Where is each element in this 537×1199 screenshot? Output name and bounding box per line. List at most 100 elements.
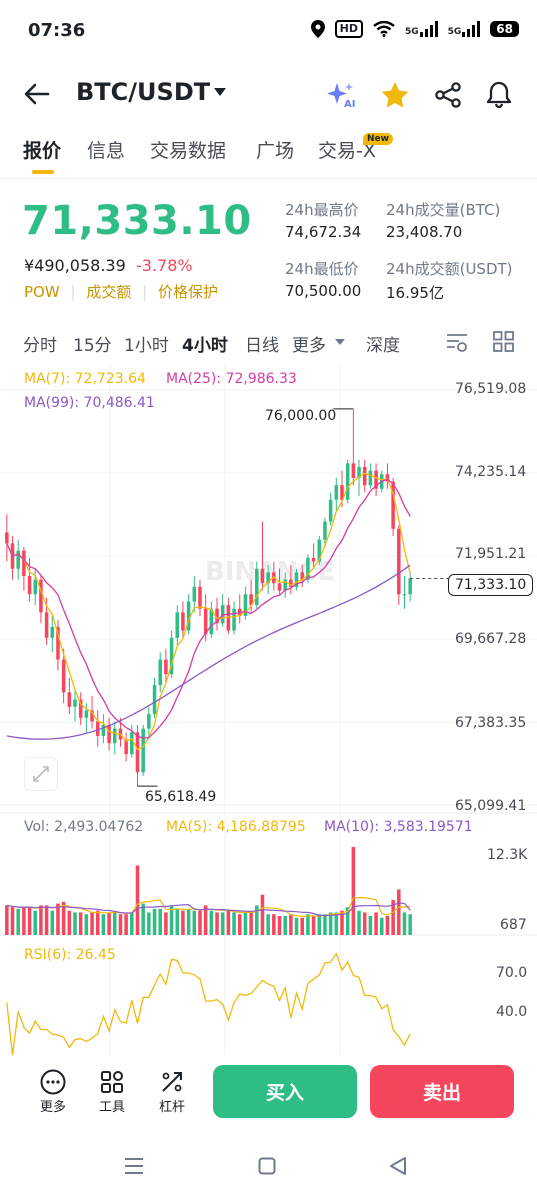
volume-bar xyxy=(73,912,77,935)
home-icon[interactable] xyxy=(258,1157,276,1175)
candle-body xyxy=(334,485,339,500)
tag-turnover[interactable]: 成交额 xyxy=(86,283,132,301)
back-nav-icon[interactable] xyxy=(389,1156,407,1176)
star-icon[interactable] xyxy=(381,81,409,108)
divider xyxy=(0,178,537,179)
candle-body xyxy=(215,608,219,624)
ai-sparkle-icon[interactable]: AI xyxy=(327,81,357,109)
tab-trading-data[interactable]: 交易数据 xyxy=(150,140,227,162)
tools-label: 工具 xyxy=(98,1100,125,1115)
more-tool[interactable]: 更多 xyxy=(31,1068,75,1115)
bell-icon[interactable] xyxy=(486,80,512,108)
volume-bar xyxy=(385,915,390,935)
interval-depth[interactable]: 深度 xyxy=(366,336,400,356)
volume-bar xyxy=(107,912,111,935)
volume-bar xyxy=(306,914,310,935)
volume-bar xyxy=(408,914,412,935)
tab-square[interactable]: 广场 xyxy=(256,140,295,162)
cny-price: ¥490,058.39 xyxy=(24,256,126,275)
candle-body xyxy=(39,579,43,613)
tab-quote[interactable]: 报价 xyxy=(23,140,62,162)
candle-body xyxy=(169,637,174,675)
volume-value: 23,408.70 xyxy=(386,223,463,241)
tag-pow[interactable]: POW xyxy=(24,283,60,301)
interval-1d[interactable]: 日线 xyxy=(245,336,279,356)
recent-apps-icon[interactable] xyxy=(124,1157,144,1175)
candle-body xyxy=(78,699,83,718)
fullscreen-button[interactable] xyxy=(24,757,58,791)
interval-4h[interactable]: 4小时 xyxy=(182,336,228,356)
candle-body xyxy=(101,725,106,736)
candle-body xyxy=(192,586,197,602)
volume-bar xyxy=(164,912,168,935)
volume-bar xyxy=(141,903,145,935)
candle-body xyxy=(294,572,299,587)
tools-grid-icon xyxy=(101,1071,123,1093)
kline-chart[interactable]: BINANCE xyxy=(0,365,537,1055)
candle-body xyxy=(130,732,134,755)
volume-axis-label: 12.3K xyxy=(487,847,528,863)
candle-body xyxy=(368,470,373,486)
chevron-down-icon[interactable] xyxy=(214,88,226,96)
price-axis-label: 76,519.08 xyxy=(455,381,527,397)
turnover-value: 16.95亿 xyxy=(386,284,444,302)
low-value: 70,500.00 xyxy=(285,282,362,300)
price-axis-label: 65,099.41 xyxy=(455,798,527,814)
interval-timeline[interactable]: 分时 xyxy=(23,336,57,356)
back-arrow-icon[interactable] xyxy=(24,82,50,106)
vma5-legend: MA(5): 4,186.88795 xyxy=(166,819,306,835)
candle-body xyxy=(374,470,378,489)
volume-bar xyxy=(56,903,60,935)
buy-button[interactable]: 买入 xyxy=(213,1065,357,1118)
pair-title[interactable]: BTC/USDT xyxy=(76,78,211,106)
volume-bar xyxy=(272,914,276,935)
tools-tool[interactable]: 工具 xyxy=(90,1068,134,1115)
new-badge: New xyxy=(363,133,393,145)
price-change: -3.78% xyxy=(136,256,193,275)
volume-bar xyxy=(249,912,253,935)
candle-body xyxy=(61,659,66,693)
candle-body xyxy=(22,550,26,577)
volume-bar xyxy=(175,908,180,935)
volume-bar xyxy=(317,914,322,935)
price-axis-label: 71,951.21 xyxy=(455,546,527,562)
volume-bar xyxy=(203,905,208,935)
tab-underline xyxy=(32,170,54,174)
volume-bar xyxy=(300,917,304,935)
expand-icon xyxy=(33,766,49,782)
volume-bar xyxy=(10,907,15,935)
candle-body xyxy=(232,608,236,631)
share-icon[interactable] xyxy=(434,82,462,108)
layout-grid-icon[interactable] xyxy=(493,331,514,352)
more-dots-icon xyxy=(40,1069,66,1095)
header: BTC/USDT AI xyxy=(0,70,537,118)
chart-area[interactable]: BINANCE MA(7): 72,723.64 MA(25): 72,986.… xyxy=(0,365,537,1055)
ma99-line xyxy=(6,564,411,740)
volume-bar xyxy=(402,912,407,935)
more-caret-icon[interactable] xyxy=(335,339,345,345)
volume-bar xyxy=(39,905,43,935)
candle-body xyxy=(175,612,180,638)
tag-price-protection[interactable]: 价格保护 xyxy=(157,283,218,301)
tab-info[interactable]: 信息 xyxy=(87,140,126,162)
candle-body xyxy=(152,685,157,715)
interval-more[interactable]: 更多 xyxy=(292,336,326,356)
interval-1h[interactable]: 1小时 xyxy=(124,336,169,356)
sell-button[interactable]: 卖出 xyxy=(370,1065,514,1118)
candle-body xyxy=(328,499,333,522)
margin-tool[interactable]: 杠杆 xyxy=(150,1068,194,1115)
volume-bar xyxy=(397,889,401,935)
volume-bar xyxy=(345,907,350,935)
rsi-axis-label: 70.0 xyxy=(496,965,528,981)
candle-body xyxy=(181,612,185,631)
indicator-settings-icon[interactable] xyxy=(446,331,468,353)
tab-trade-x[interactable]: 交易-X xyxy=(318,140,376,162)
interval-15m[interactable]: 15分 xyxy=(73,336,112,356)
status-time: 07:36 xyxy=(28,20,86,41)
high-label: 24h最高价 xyxy=(285,201,359,219)
volume-bar xyxy=(283,915,287,935)
price-axis-label: 69,667.28 xyxy=(455,631,527,647)
candle-body xyxy=(107,725,111,744)
candle-body xyxy=(16,550,20,569)
ma7-legend: MA(7): 72,723.64 xyxy=(24,371,146,387)
